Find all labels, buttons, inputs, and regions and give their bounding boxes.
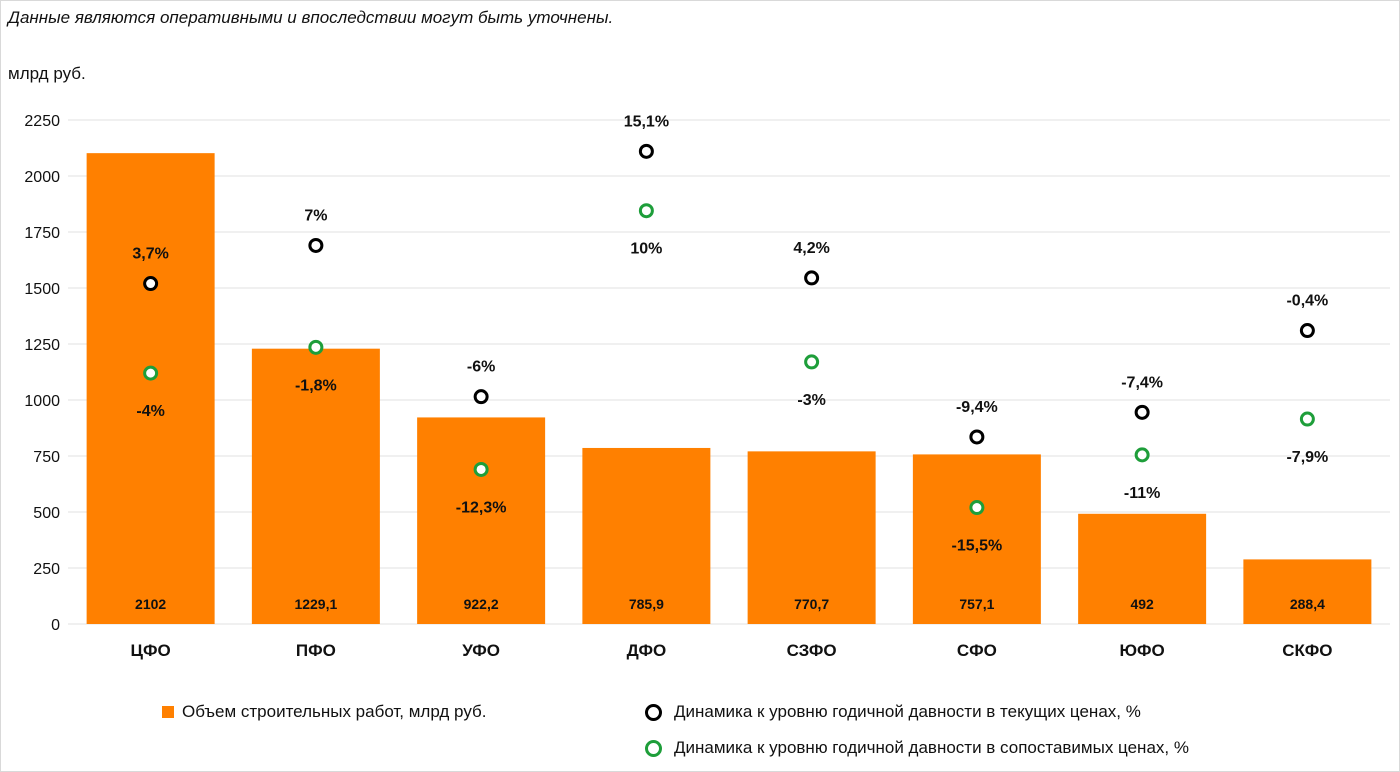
bar — [417, 417, 546, 624]
y-tick-label: 2000 — [24, 169, 60, 186]
comparable-price-marker — [804, 354, 820, 370]
comparable-price-label: -12,3% — [456, 499, 507, 516]
bar-value-label: 785,9 — [629, 596, 664, 612]
comparable-price-label: 10% — [630, 241, 662, 258]
comparable-price-marker — [1134, 447, 1150, 463]
x-tick-label: СКФО — [1282, 641, 1332, 660]
bar — [1078, 513, 1207, 624]
current-price-marker — [473, 389, 489, 405]
current-price-label: -6% — [467, 359, 495, 376]
comparable-price-label: -1,8% — [295, 377, 337, 394]
bar-value-label: 492 — [1130, 596, 1154, 612]
comparable-price-marker — [473, 461, 489, 477]
current-price-label: 4,2% — [793, 240, 829, 257]
comparable-price-marker — [638, 203, 654, 219]
x-tick-label: УФО — [462, 641, 500, 660]
y-tick-label: 1250 — [24, 337, 60, 354]
bar — [251, 348, 380, 624]
current-price-label: 15,1% — [624, 113, 669, 130]
comparable-price-label: -7,9% — [1286, 449, 1328, 466]
y-tick-label: 750 — [33, 449, 60, 466]
bar-value-label: 2102 — [135, 596, 166, 612]
x-tick-label: СФО — [957, 641, 997, 660]
comparable-price-label: -15,5% — [952, 538, 1003, 555]
comparable-price-label: -11% — [1124, 485, 1160, 502]
bar — [1243, 559, 1372, 624]
current-price-marker — [969, 429, 985, 445]
bar-value-label: 1229,1 — [294, 596, 337, 612]
current-price-label: -0,4% — [1286, 293, 1328, 310]
y-tick-label: 1500 — [24, 281, 60, 298]
y-tick-label: 2250 — [24, 113, 60, 130]
current-price-marker — [308, 237, 324, 253]
bar — [86, 153, 215, 625]
x-tick-label: ДФО — [627, 641, 667, 660]
x-tick-label: СЗФО — [787, 641, 837, 660]
bar-value-label: 770,7 — [794, 596, 829, 612]
comparable-price-marker — [969, 500, 985, 516]
y-tick-label: 250 — [33, 561, 60, 578]
current-price-label: 7% — [304, 207, 327, 224]
unit-label: млрд руб. — [8, 64, 86, 83]
x-tick-label: ЮФО — [1119, 641, 1164, 660]
bar-value-label: 288,4 — [1290, 596, 1325, 612]
current-price-marker — [143, 276, 159, 292]
comparable-price-marker — [143, 365, 159, 381]
comparable-price-label: -3% — [797, 392, 825, 409]
comparable-price-label: -4% — [136, 403, 164, 420]
bar — [582, 447, 711, 624]
y-tick-label: 1000 — [24, 393, 60, 410]
y-tick-label: 0 — [51, 617, 60, 634]
comparable-price-marker — [308, 339, 324, 355]
bar-value-label: 922,2 — [464, 596, 499, 612]
bar — [747, 451, 876, 624]
y-tick-label: 500 — [33, 505, 60, 522]
current-price-label: -9,4% — [956, 399, 998, 416]
current-price-label: -7,4% — [1121, 374, 1163, 391]
data-disclaimer-note: Данные являются оперативными и впоследст… — [8, 8, 614, 27]
bar — [912, 454, 1041, 624]
current-price-label: 3,7% — [132, 246, 168, 263]
x-tick-label: ЦФО — [131, 641, 171, 660]
current-price-marker — [1134, 404, 1150, 420]
bar-value-label: 757,1 — [959, 596, 994, 612]
current-price-marker — [1299, 323, 1315, 339]
x-tick-label: ПФО — [296, 641, 336, 660]
current-price-marker — [804, 270, 820, 286]
comparable-price-marker — [1299, 411, 1315, 427]
y-tick-label: 1750 — [24, 225, 60, 242]
current-price-marker — [638, 143, 654, 159]
